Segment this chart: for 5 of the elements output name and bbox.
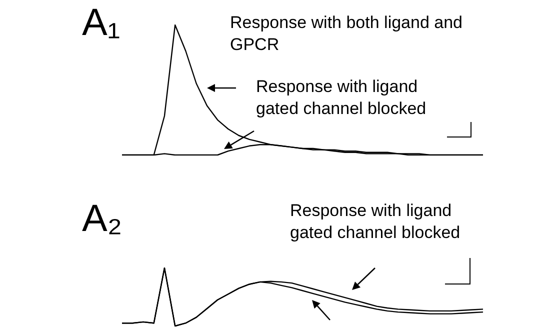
chart-title: A₂ (82, 198, 122, 240)
annotation: Response with both ligand and GPCR (230, 12, 464, 56)
text: Response with ligand gated channel blocked (290, 200, 462, 244)
chart-title: A₁ (82, 2, 120, 44)
annotation: Response with ligand gated channel blocked (256, 76, 428, 120)
